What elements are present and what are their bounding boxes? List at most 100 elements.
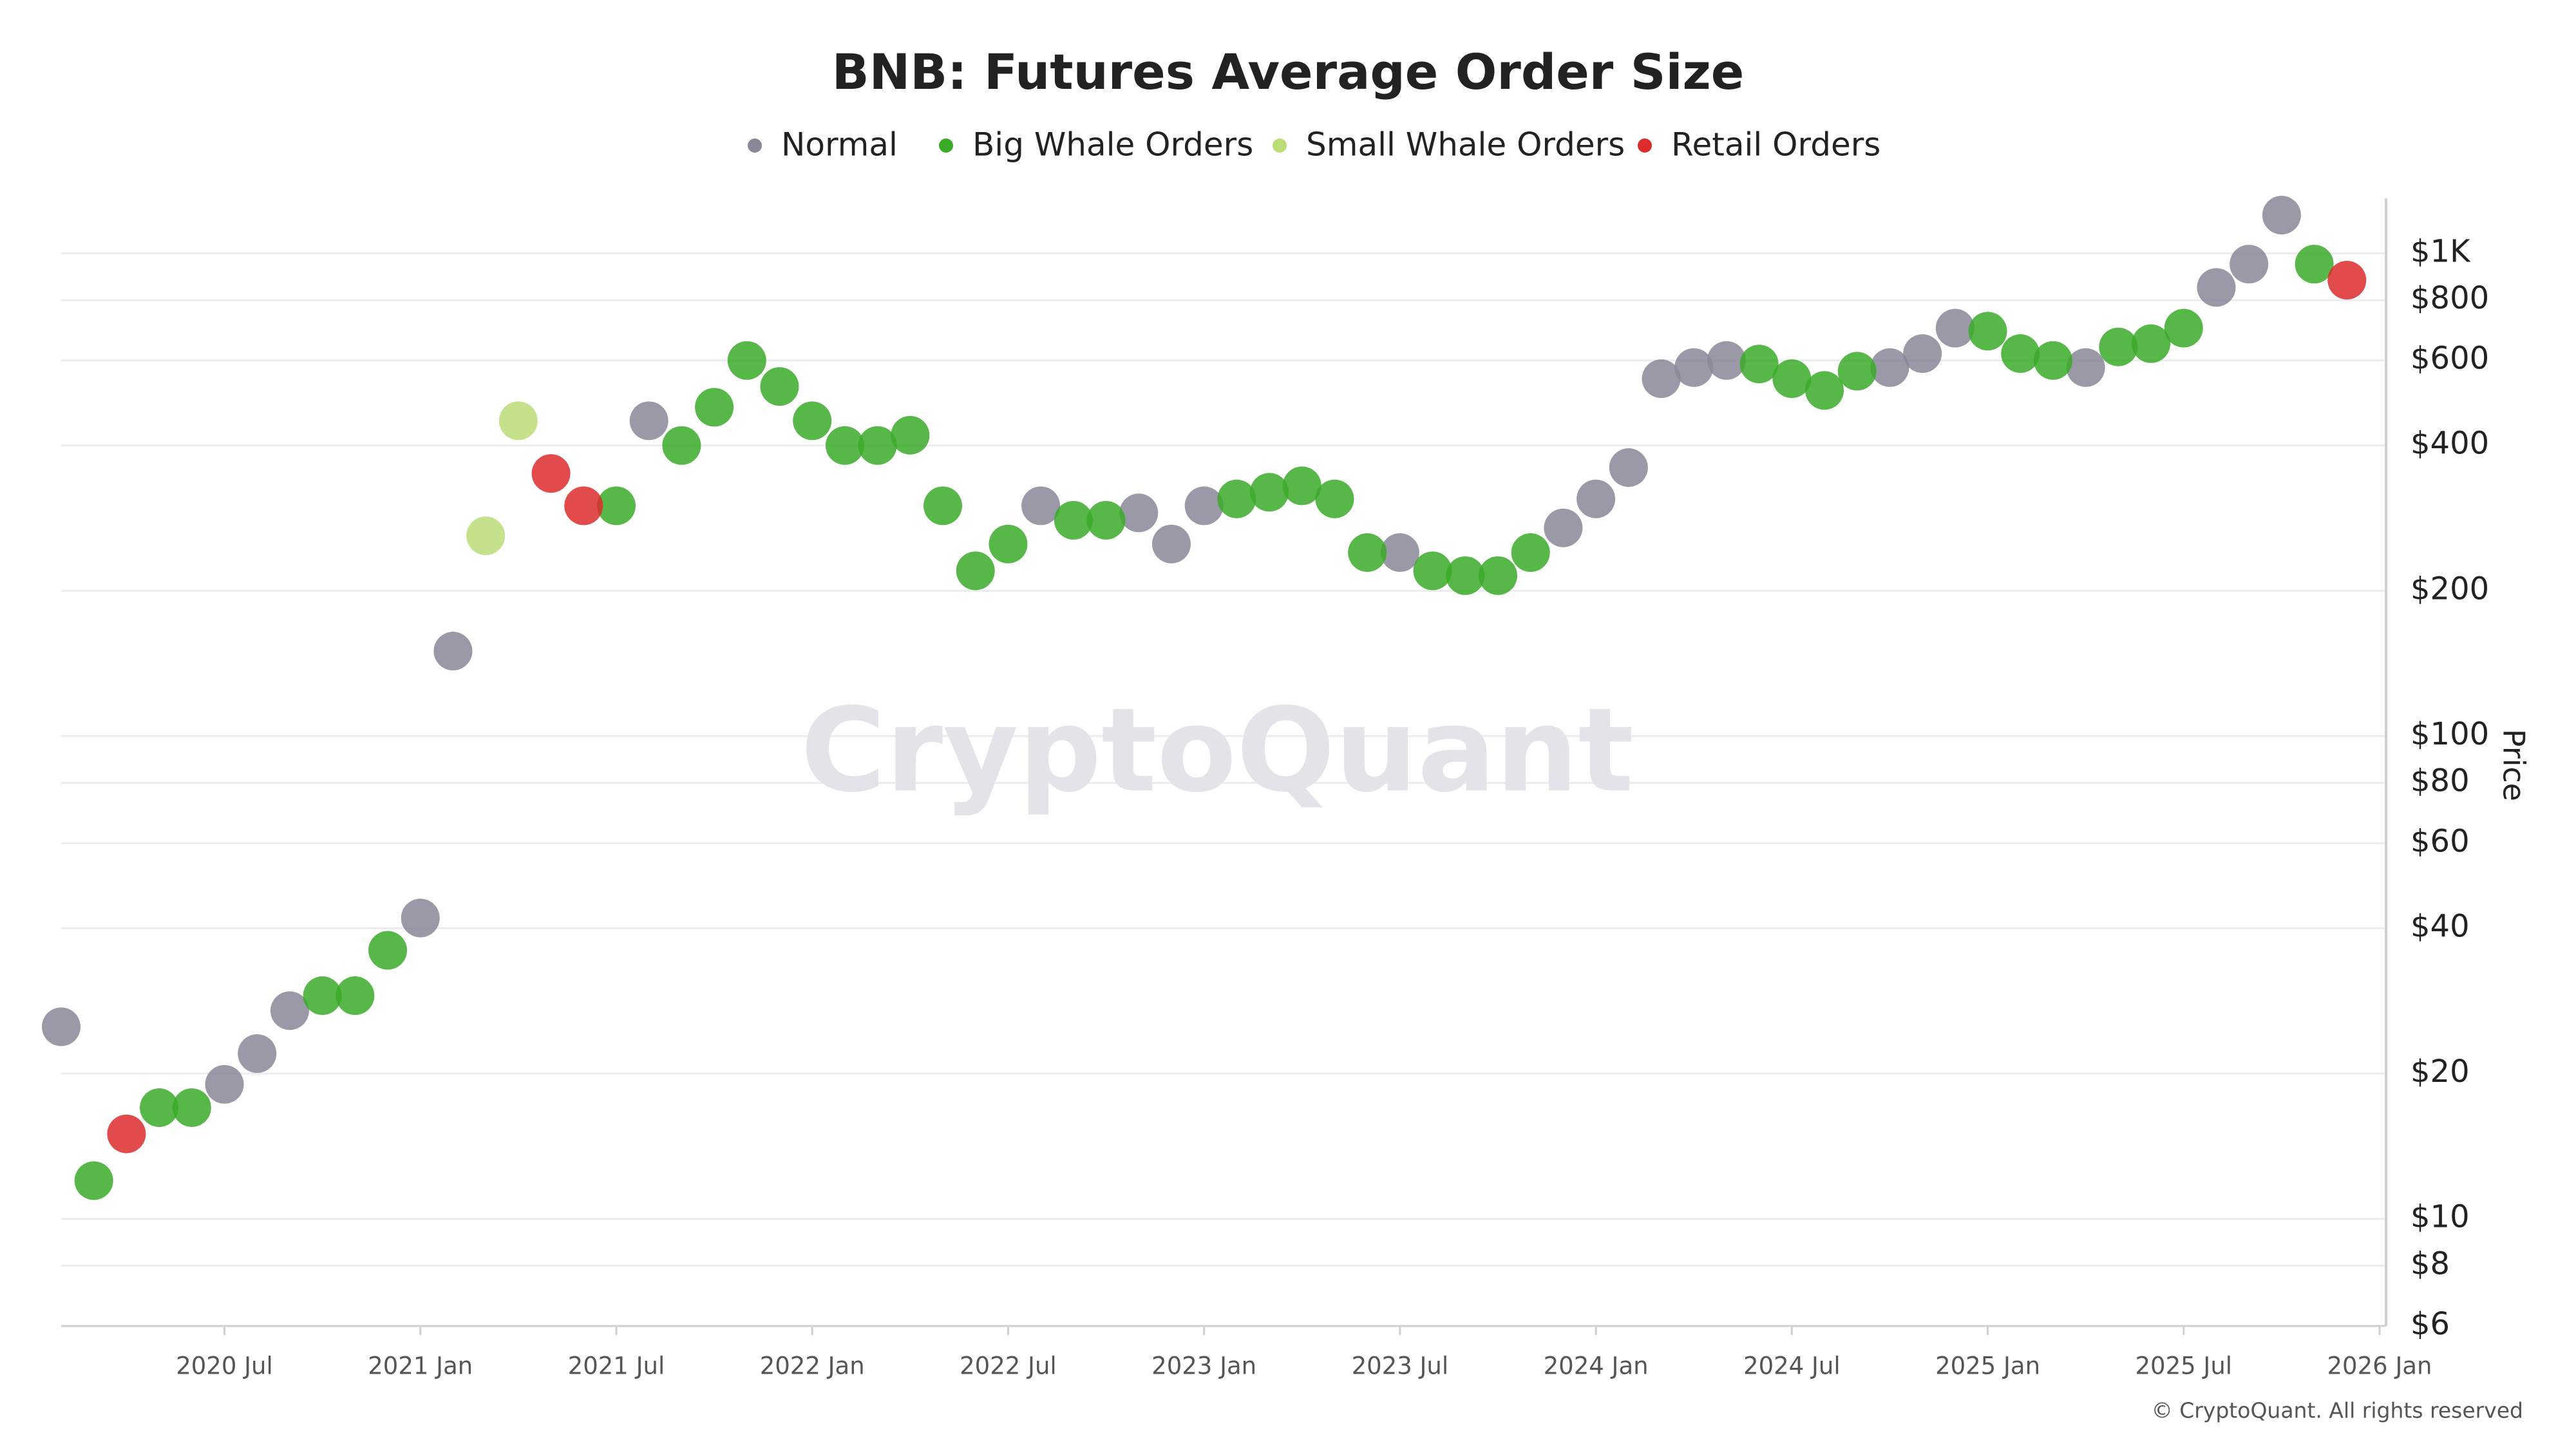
data-point xyxy=(2132,324,2171,363)
data-point xyxy=(1315,479,1354,518)
data-point xyxy=(2099,327,2138,366)
data-point xyxy=(1544,508,1583,547)
data-point xyxy=(564,486,603,526)
data-point xyxy=(629,401,668,440)
data-point xyxy=(42,1007,80,1046)
data-point xyxy=(2230,245,2269,284)
data-point xyxy=(1642,359,1681,399)
data-point xyxy=(531,454,571,493)
data-point xyxy=(433,632,473,671)
data-point xyxy=(1739,345,1779,384)
y-tick-label: $800 xyxy=(2410,280,2489,316)
data-point xyxy=(238,1034,277,1074)
data-point xyxy=(1707,341,1746,380)
data-point xyxy=(1348,533,1387,573)
data-point xyxy=(1772,359,1812,399)
x-tick-label: 2024 Jul xyxy=(1743,1352,1841,1380)
y-tick-label: $400 xyxy=(2410,426,2489,462)
chart-title: BNB: Futures Average Order Size xyxy=(832,43,1745,100)
data-point xyxy=(1609,448,1648,488)
data-point xyxy=(2164,308,2203,348)
data-point xyxy=(2033,341,2072,380)
data-point xyxy=(695,388,734,427)
data-point xyxy=(1054,500,1093,540)
legend-label: Small Whale Orders xyxy=(1306,126,1625,164)
data-point xyxy=(1413,551,1452,591)
data-point xyxy=(1674,348,1714,387)
data-point xyxy=(1119,493,1159,533)
data-point xyxy=(1511,533,1550,573)
data-point xyxy=(2327,261,2367,300)
data-point xyxy=(1478,556,1517,595)
footer: © CryptoQuant. All rights reserved xyxy=(2152,1398,2523,1423)
y-tick-label: $8 xyxy=(2410,1245,2450,1282)
data-point xyxy=(2001,334,2040,374)
data-point xyxy=(793,401,832,440)
y-tick-label: $20 xyxy=(2410,1054,2470,1090)
data-point xyxy=(140,1088,179,1127)
x-tick-label: 2024 Jan xyxy=(1544,1352,1649,1380)
data-point xyxy=(1577,479,1616,518)
data-point xyxy=(1968,312,2007,351)
x-tick-label: 2025 Jan xyxy=(1935,1352,2040,1380)
data-point xyxy=(270,991,309,1030)
x-tick-label: 2021 Jul xyxy=(568,1352,665,1380)
data-point xyxy=(2295,245,2334,284)
data-point xyxy=(760,367,799,406)
data-point xyxy=(956,551,995,591)
data-point xyxy=(1282,466,1321,506)
data-point xyxy=(923,486,963,526)
y-tick-label: $60 xyxy=(2410,823,2470,859)
data-point xyxy=(1151,524,1191,564)
data-point xyxy=(498,401,538,440)
y-tick-label: $6 xyxy=(2410,1306,2450,1342)
data-point xyxy=(2197,268,2236,307)
y-tick-label: $10 xyxy=(2410,1199,2470,1235)
data-point xyxy=(1446,556,1485,595)
data-point xyxy=(401,898,440,938)
data-point xyxy=(1380,533,1419,573)
y-tick-label: $200 xyxy=(2410,571,2489,607)
data-point xyxy=(2066,348,2105,387)
data-point xyxy=(336,976,375,1016)
legend-marker xyxy=(748,138,762,153)
data-point xyxy=(596,486,636,526)
data-point xyxy=(2262,196,2301,235)
legend-marker xyxy=(1638,138,1652,153)
data-point xyxy=(1250,473,1289,512)
data-point xyxy=(303,976,342,1016)
legend-marker xyxy=(1273,138,1287,153)
data-point xyxy=(1935,308,1975,348)
data-point xyxy=(1184,486,1224,526)
legend-label: Retail Orders xyxy=(1671,126,1880,164)
y-tick-label: $100 xyxy=(2410,716,2489,752)
data-point xyxy=(891,415,930,455)
y-tick-label: $40 xyxy=(2410,908,2470,944)
data-point xyxy=(1837,352,1877,391)
data-point xyxy=(74,1161,113,1200)
data-point xyxy=(662,426,701,465)
y-axis-label: Price xyxy=(2497,729,2532,801)
data-point xyxy=(1903,334,1942,374)
data-point xyxy=(1021,486,1061,526)
x-tick-label: 2023 Jan xyxy=(1151,1352,1256,1380)
data-point xyxy=(989,524,1028,564)
data-point xyxy=(727,341,766,380)
data-point xyxy=(368,931,408,970)
watermark: CryptoQuant xyxy=(800,683,1634,818)
legend-marker xyxy=(939,138,953,153)
x-tick-label: 2022 Jul xyxy=(960,1352,1057,1380)
x-tick-label: 2026 Jan xyxy=(2327,1352,2432,1380)
data-point xyxy=(466,516,506,555)
x-tick-label: 2025 Jul xyxy=(2135,1352,2232,1380)
data-point xyxy=(1086,500,1126,540)
y-tick-label: $1K xyxy=(2410,233,2471,269)
data-point xyxy=(1805,371,1844,410)
data-point xyxy=(1217,479,1256,518)
x-tick-label: 2022 Jan xyxy=(760,1352,865,1380)
y-tick-label: $80 xyxy=(2410,763,2470,799)
x-tick-label: 2020 Jul xyxy=(176,1352,273,1380)
data-point xyxy=(172,1088,211,1127)
